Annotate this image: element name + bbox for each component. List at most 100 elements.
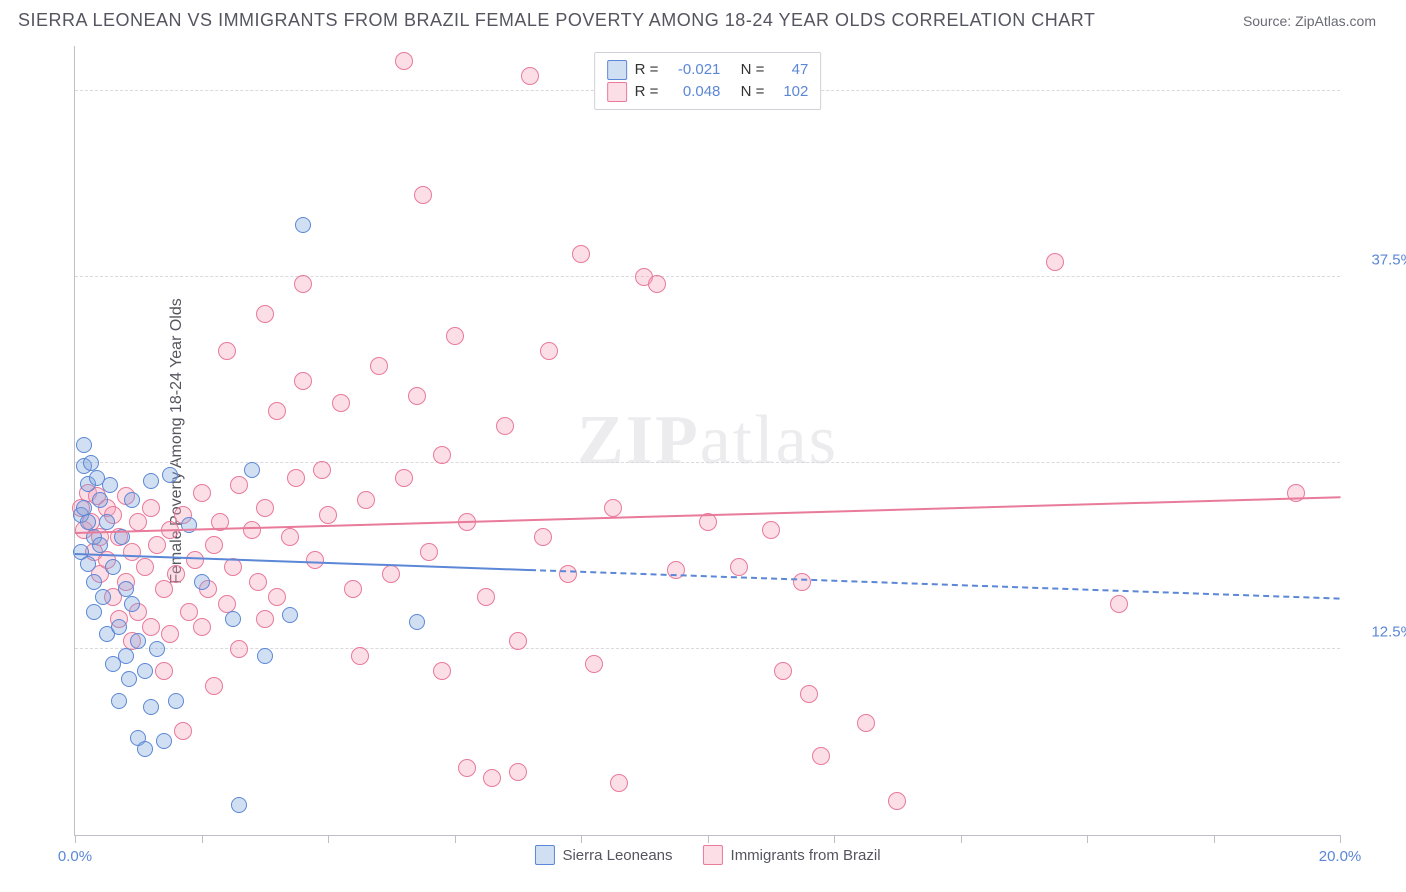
data-point-sierra [295,217,311,233]
data-point-sierra [409,614,425,630]
series-legend: Sierra Leoneans Immigrants from Brazil [534,845,880,865]
data-point-brazil [458,759,476,777]
legend-item-brazil: Immigrants from Brazil [703,845,881,865]
data-point-sierra [137,663,153,679]
data-point-sierra [86,574,102,590]
data-point-sierra [156,733,172,749]
data-point-brazil [888,792,906,810]
x-tick [328,835,329,843]
data-point-brazil [344,580,362,598]
data-point-sierra [76,437,92,453]
n-value-sierra: 47 [772,59,808,81]
data-point-brazil [370,357,388,375]
gridline [75,276,1340,277]
data-point-brazil [332,394,350,412]
data-point-brazil [559,565,577,583]
x-tick [708,835,709,843]
data-point-brazil [857,714,875,732]
data-point-sierra [105,559,121,575]
data-point-brazil [585,655,603,673]
data-point-sierra [282,607,298,623]
data-point-brazil [294,372,312,390]
data-point-brazil [730,558,748,576]
data-point-sierra [244,462,260,478]
data-point-brazil [534,528,552,546]
legend-label-brazil: Immigrants from Brazil [731,847,881,864]
data-point-brazil [174,722,192,740]
data-point-brazil [420,543,438,561]
data-point-sierra [162,467,178,483]
data-point-sierra [181,517,197,533]
data-point-brazil [509,632,527,650]
plot-area: Female Poverty Among 18-24 Year Olds ZIP… [40,46,1340,836]
chart-title: SIERRA LEONEAN VS IMMIGRANTS FROM BRAZIL… [18,10,1095,31]
data-point-brazil [395,469,413,487]
data-point-sierra [124,596,140,612]
data-point-sierra [124,492,140,508]
data-point-sierra [111,619,127,635]
gridline [75,462,1340,463]
data-point-sierra [168,693,184,709]
chart-source: Source: ZipAtlas.com [1243,13,1376,29]
data-point-brazil [483,769,501,787]
data-point-sierra [86,604,102,620]
data-point-sierra [80,514,96,530]
data-point-brazil [281,528,299,546]
r-label: R = [635,59,659,81]
legend-label-sierra: Sierra Leoneans [562,847,672,864]
data-point-sierra [231,797,247,813]
data-point-brazil [205,536,223,554]
n-value-brazil: 102 [772,81,808,103]
x-tick [834,835,835,843]
data-point-brazil [313,461,331,479]
n-label: N = [741,59,765,81]
data-point-sierra [194,574,210,590]
legend-row-sierra: R = -0.021 N = 47 [607,59,809,81]
watermark: ZIPatlas [577,401,838,481]
x-tick [455,835,456,843]
data-point-brazil [256,305,274,323]
data-point-brazil [205,677,223,695]
data-point-brazil [414,186,432,204]
data-point-brazil [395,52,413,70]
data-point-brazil [142,618,160,636]
data-point-brazil [1046,253,1064,271]
n-label: N = [741,81,765,103]
r-value-brazil: 0.048 [666,81,720,103]
data-point-brazil [268,588,286,606]
legend-row-brazil: R = 0.048 N = 102 [607,81,809,103]
data-point-brazil [268,402,286,420]
data-point-brazil [812,747,830,765]
data-point-brazil [604,499,622,517]
data-point-brazil [382,565,400,583]
data-point-brazil [648,275,666,293]
data-point-sierra [80,556,96,572]
x-tick-label: 0.0% [58,848,92,865]
data-point-brazil [496,417,514,435]
data-point-sierra [92,537,108,553]
data-point-brazil [256,610,274,628]
swatch-sierra [534,845,554,865]
x-tick [202,835,203,843]
data-point-sierra [143,699,159,715]
data-point-brazil [357,491,375,509]
data-point-brazil [218,342,236,360]
data-point-sierra [102,477,118,493]
data-point-brazil [136,558,154,576]
scatter-plot: ZIPatlas R = -0.021 N = 47 R = 0.048 N =… [74,46,1340,836]
data-point-sierra [99,514,115,530]
data-point-sierra [130,633,146,649]
correlation-legend: R = -0.021 N = 47 R = 0.048 N = 102 [594,52,822,110]
data-point-brazil [155,580,173,598]
data-point-brazil [249,573,267,591]
data-point-sierra [225,611,241,627]
data-point-sierra [143,473,159,489]
data-point-brazil [433,446,451,464]
data-point-brazil [193,618,211,636]
data-point-sierra [137,741,153,757]
y-tick-label: 12.5% [1344,623,1406,640]
r-label: R = [635,81,659,103]
data-point-brazil [793,573,811,591]
x-tick [961,835,962,843]
swatch-brazil [703,845,723,865]
